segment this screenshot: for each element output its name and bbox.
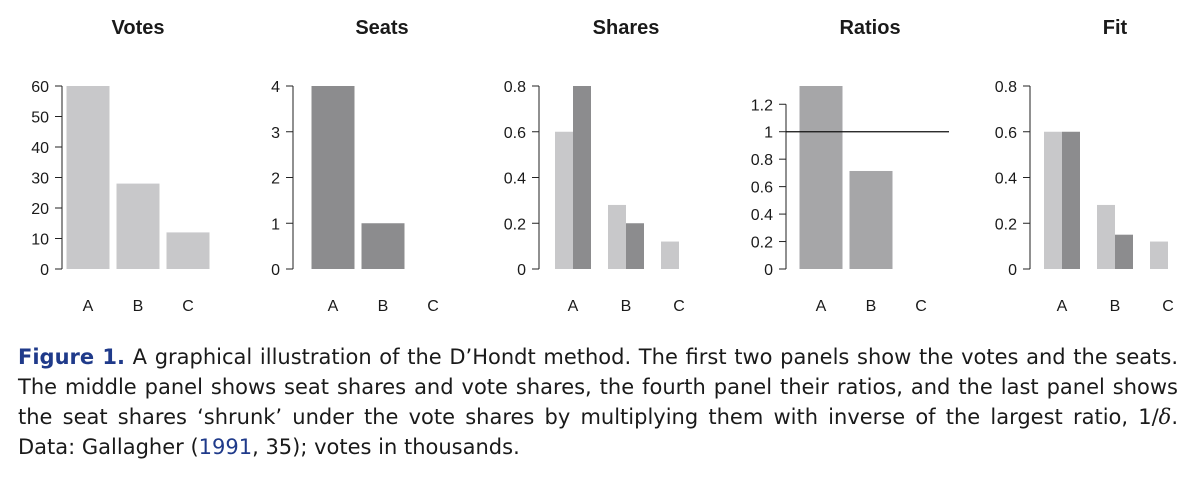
caption-label: Figure 1.: [18, 345, 126, 369]
x-category-label: B: [133, 298, 144, 315]
y-tick-label: 0: [1008, 262, 1017, 279]
bar-B-s1: [626, 223, 644, 269]
x-category-label: A: [83, 298, 94, 315]
panel-title: Votes: [112, 17, 165, 39]
panel-title: Seats: [355, 17, 408, 39]
y-tick-label: 0.4: [995, 171, 1017, 188]
panel-2: Shares 0 0.2 0.4 0.6 0.8 A B C: [504, 17, 685, 315]
panel-0: Votes 0 10 20 30 40 50 60 A B C: [31, 17, 210, 315]
x-category-label: A: [816, 298, 827, 315]
panel-title: Shares: [593, 17, 660, 39]
bar-A-s0: [66, 86, 110, 269]
bar-C-s0: [1150, 241, 1168, 269]
y-tick-label: 0.6: [995, 125, 1017, 142]
y-tick-label: 60: [31, 79, 49, 96]
y-tick-label: 3: [271, 125, 280, 142]
caption-delta-symbol: δ: [1158, 405, 1172, 429]
y-tick-label: 30: [31, 171, 49, 188]
x-category-label: A: [1057, 298, 1068, 315]
panel-4: Fit 0 0.2 0.4 0.6 0.8 A B C: [995, 17, 1174, 315]
x-category-label: C: [182, 298, 194, 315]
y-tick-label: 20: [31, 201, 49, 218]
bar-A-s0: [799, 86, 843, 269]
x-category-label: A: [328, 298, 339, 315]
bar-B-s0: [849, 170, 893, 269]
y-tick-label: 0.6: [504, 125, 526, 142]
caption-text-2: . Data: Gallagher (: [18, 405, 1178, 459]
panel-1: Seats 0 1 2 3 4 A B C: [271, 17, 439, 315]
x-category-label: C: [673, 298, 685, 315]
bar-B-s0: [361, 223, 405, 269]
x-category-label: A: [568, 298, 579, 315]
y-tick-label: 2: [271, 171, 280, 188]
x-category-label: B: [1110, 298, 1121, 315]
bar-A-s1: [573, 86, 591, 269]
y-tick-label: 0.2: [995, 216, 1017, 233]
y-tick-label: 1: [764, 125, 773, 142]
bar-B-s0: [608, 204, 626, 269]
y-tick-label: 0: [40, 262, 49, 279]
bar-C-s0: [166, 232, 210, 269]
figure-caption: Figure 1. A graphical illustration of th…: [18, 342, 1178, 462]
y-tick-label: 0.2: [504, 216, 526, 233]
y-tick-label: 50: [31, 110, 49, 127]
y-tick-label: 40: [31, 140, 49, 157]
y-tick-label: 0: [764, 262, 773, 279]
y-tick-label: 0: [517, 262, 526, 279]
x-category-label: C: [427, 298, 439, 315]
bar-A-s0: [555, 131, 573, 269]
panel-3: Ratios 0 0.2 0.4 0.6 0.8 1 1.2 A B C: [751, 17, 949, 315]
y-tick-label: 0: [271, 262, 280, 279]
citation-year-link[interactable]: 1991: [198, 435, 253, 459]
y-tick-label: 0.4: [504, 171, 526, 188]
bar-A-s0: [311, 86, 355, 269]
bar-B-s0: [1097, 204, 1115, 269]
caption-text-3: , 35); votes in thousands.: [252, 435, 520, 459]
y-tick-label: 0.6: [751, 180, 773, 197]
x-category-label: C: [915, 298, 927, 315]
y-tick-label: 0.8: [504, 79, 526, 96]
x-category-label: B: [866, 298, 877, 315]
bar-B-s1: [1115, 234, 1133, 269]
y-tick-label: 4: [271, 79, 280, 96]
x-category-label: B: [378, 298, 389, 315]
y-tick-label: 0.8: [995, 79, 1017, 96]
y-tick-label: 1: [271, 216, 280, 233]
bar-A-s0: [1044, 131, 1062, 269]
bar-C-s0: [661, 241, 679, 269]
bar-A-s1: [1062, 131, 1080, 269]
x-category-label: C: [1162, 298, 1174, 315]
y-tick-label: 0.8: [751, 152, 773, 169]
caption-text-1: A graphical illustration of the D’Hondt …: [18, 345, 1178, 429]
y-tick-label: 0.2: [751, 235, 773, 252]
panel-title: Ratios: [839, 17, 900, 39]
bar-B-s0: [116, 183, 160, 269]
x-category-label: B: [621, 298, 632, 315]
y-tick-label: 1.2: [751, 97, 773, 114]
y-tick-label: 0.4: [751, 207, 773, 224]
panel-title: Fit: [1103, 17, 1128, 39]
y-tick-label: 10: [31, 232, 49, 249]
